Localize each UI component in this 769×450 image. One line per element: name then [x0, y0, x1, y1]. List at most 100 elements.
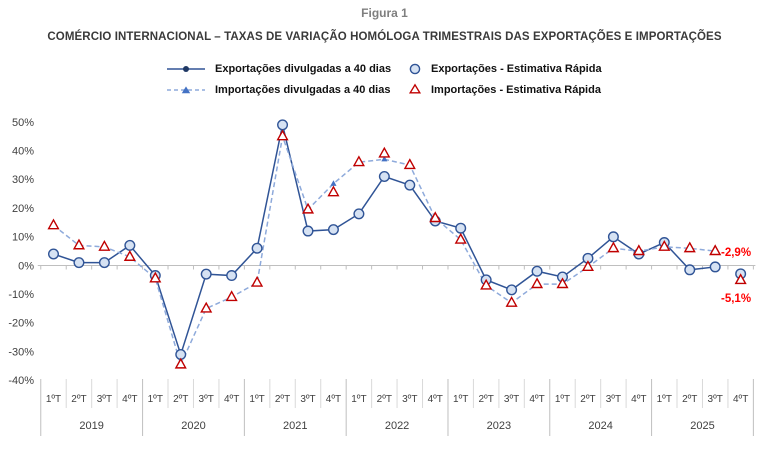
x-axis-quarter-label: 2ºT — [377, 394, 392, 405]
legend-swatch-export-flash — [409, 63, 421, 75]
x-axis-quarter-label: 4ºT — [631, 394, 646, 405]
series-2 — [48, 119, 747, 360]
legend-export-dot-icon — [183, 66, 189, 72]
flash-point-circle — [404, 179, 416, 191]
legend-item-importacoes-estimativa: Importações - Estimativa Rápida — [408, 83, 638, 97]
flash-point-triangle — [200, 301, 213, 313]
x-axis-quarter-label: 2ºT — [682, 394, 697, 405]
flash-point-circle — [226, 270, 238, 282]
flash-point-triangle — [149, 271, 162, 283]
x-axis-quarter-label: 3ºT — [606, 394, 621, 405]
flash-point-circle — [709, 261, 721, 273]
x-axis-quarter-label: 2ºT — [275, 394, 290, 405]
x-axis-quarter-label: 1ºT — [657, 394, 672, 405]
x-axis-year-label: 2024 — [588, 420, 612, 432]
legend-label-export-flash: Exportações - Estimativa Rápida — [431, 63, 602, 75]
x-axis-year-label: 2023 — [487, 420, 511, 432]
x-axis-quarter-label: 1ºT — [249, 394, 264, 405]
flash-point-triangle — [480, 278, 493, 290]
x-axis-year-label: 2022 — [385, 420, 409, 432]
y-axis-tick-label: -10% — [8, 289, 34, 301]
flash-point-triangle — [352, 155, 365, 167]
flash-point-circle — [251, 242, 263, 254]
figure-title: COMÉRCIO INTERNACIONAL – TAXAS DE VARIAÇ… — [47, 31, 722, 43]
flash-point-triangle — [607, 241, 620, 253]
flash-point-circle — [684, 264, 696, 276]
flash-point-circle — [302, 225, 314, 237]
series-1 — [50, 132, 719, 367]
y-axis-tick-label: 10% — [12, 232, 34, 244]
flash-point-triangle — [47, 218, 60, 230]
flash-point-circle — [506, 284, 518, 296]
x-axis-quarter-label: 2ºT — [478, 394, 493, 405]
x-axis-quarter-label: 3ºT — [708, 394, 723, 405]
x-axis-quarter-label: 4ºT — [529, 394, 544, 405]
flash-point-circle — [353, 208, 365, 220]
x-axis-quarter-label: 1ºT — [148, 394, 163, 405]
legend-label-import-line: Importações divulgadas a 40 dias — [215, 84, 391, 96]
x-axis-quarter-label: 4ºT — [122, 394, 137, 405]
x-axis-quarter-label: 1ºT — [46, 394, 61, 405]
flash-point-triangle — [429, 211, 442, 223]
legend-item-importacoes-divulgadas: Importações divulgadas a 40 dias — [166, 83, 408, 97]
legend-label-import-flash: Importações - Estimativa Rápida — [431, 84, 601, 96]
y-axis-tick-label: 50% — [12, 117, 34, 129]
flash-point-circle — [531, 265, 543, 277]
y-axis-tick-label: -30% — [8, 346, 34, 358]
x-axis-quarter-label: 4ºT — [224, 394, 239, 405]
x-axis-quarter-label: 3ºT — [97, 394, 112, 405]
flash-point-circle — [327, 224, 339, 236]
figure-number: Figura 1 — [361, 6, 408, 20]
flash-point-circle — [378, 171, 390, 183]
flash-point-triangle — [378, 146, 391, 158]
flash-point-triangle — [123, 250, 136, 261]
flash-point-triangle — [225, 290, 238, 302]
flash-point-triangle — [327, 185, 340, 197]
data-point-triangle — [330, 180, 337, 186]
x-axis-quarter-label: 3ºT — [300, 394, 315, 405]
flash-point-triangle — [174, 357, 187, 369]
y-axis: 50% 40% 30% 20% 10% 0% -10% -20% -30% -40% — [8, 117, 34, 387]
x-axis-quarter-label: 1ºT — [351, 394, 366, 405]
flash-point-triangle — [98, 240, 111, 251]
flash-point-circle — [200, 268, 212, 280]
flash-point-circle — [124, 239, 136, 251]
flash-point-circle — [607, 231, 619, 243]
legend-item-exportacoes-divulgadas: Exportações divulgadas a 40 dias — [166, 62, 408, 76]
flash-point-triangle — [581, 260, 594, 271]
flash-point-triangle — [301, 202, 315, 214]
legend-swatch-import-flash — [408, 83, 422, 94]
flash-point-circle — [73, 257, 85, 269]
x-axis-quarter-label: 3ºT — [402, 394, 417, 405]
flash-point-circle — [455, 222, 467, 234]
series-3 — [47, 129, 747, 369]
flash-point-circle — [98, 257, 110, 269]
x-axis-quarter-label: 2ºT — [71, 394, 86, 405]
legend-label-export-line: Exportações divulgadas a 40 dias — [215, 63, 392, 75]
flash-point-triangle — [403, 158, 416, 170]
data-point-triangle — [381, 155, 388, 162]
x-axis: 1ºT 2ºT 3ºT 4ºT 1ºT 2ºT 3ºT 4ºT 1ºT 2ºT 3ºT 4ºT 1ºT 2… — [40, 379, 754, 436]
legend-import-triangle-icon — [181, 86, 191, 94]
flash-point-triangle — [531, 277, 544, 289]
flash-point-triangle — [709, 244, 722, 256]
x-axis-quarter-label: 1ºT — [453, 394, 468, 405]
legend-item-exportacoes-estimativa: Exportações - Estimativa Rápida — [408, 62, 638, 76]
flash-point-triangle — [276, 129, 289, 141]
x-axis-year-label: 2025 — [690, 420, 714, 432]
x-axis-quarter-label: 1ºT — [555, 394, 570, 405]
y-axis-tick-label: 20% — [12, 203, 34, 215]
x-axis-quarter-label: 4ºT — [733, 394, 748, 405]
y-axis-tick-label: -40% — [8, 375, 34, 387]
flash-point-circle — [277, 119, 289, 131]
x-axis-quarter-label: 4ºT — [428, 394, 443, 405]
flash-point-circle — [48, 248, 60, 260]
legend-swatch-import-line — [167, 86, 205, 94]
flash-point-triangle — [734, 273, 747, 285]
flash-point-triangle — [454, 232, 467, 244]
x-axis-quarter-label: 4ºT — [326, 394, 341, 405]
x-axis-quarter-label: 3ºT — [199, 394, 214, 405]
legend-open-circle-icon — [409, 63, 421, 75]
x-axis-year-label: 2019 — [79, 420, 103, 432]
